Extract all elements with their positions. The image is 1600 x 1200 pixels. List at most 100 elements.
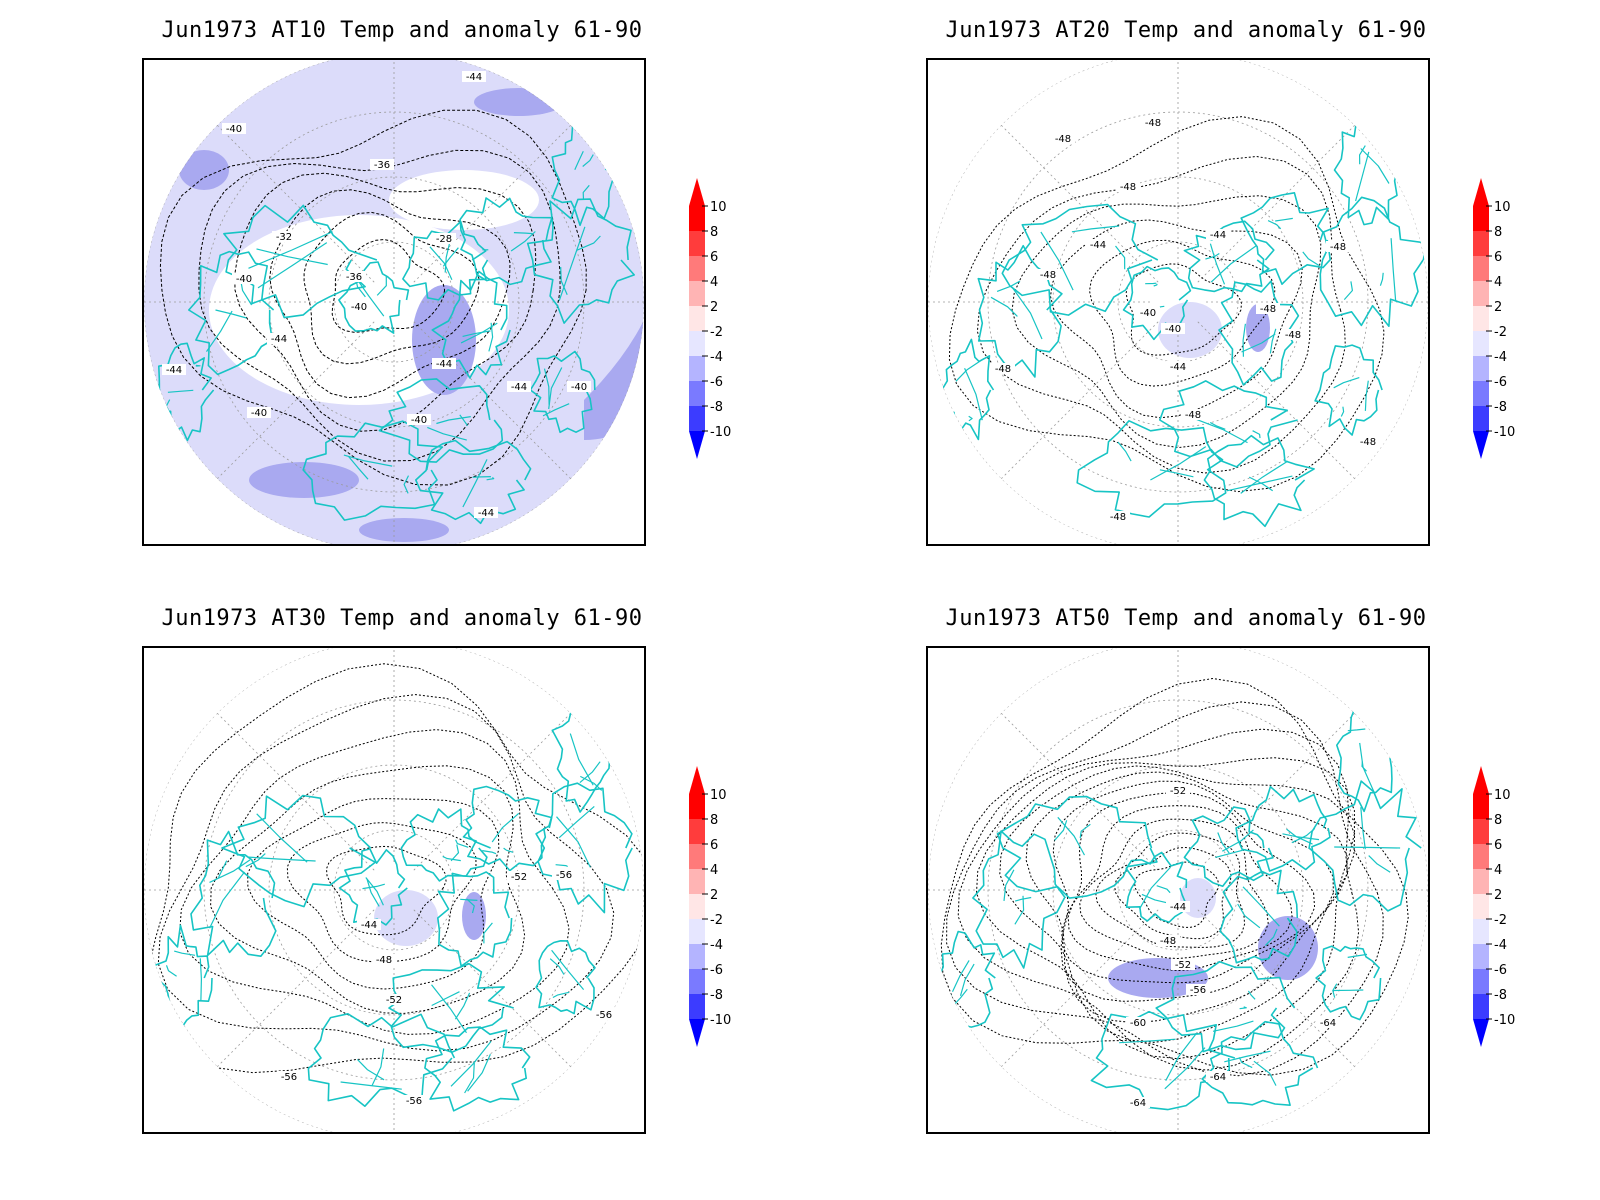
- border-line: [1334, 846, 1401, 849]
- colorbar-label: 4: [1494, 275, 1502, 290]
- colorbar-label: -8: [1494, 988, 1507, 1003]
- coastline: [378, 378, 504, 463]
- colorbar-segment: [1473, 306, 1489, 331]
- contour-label: -52: [386, 995, 402, 1006]
- contour-label: -52: [1175, 960, 1191, 971]
- anomaly-negative-area: [359, 518, 449, 542]
- border-line: [165, 965, 177, 977]
- contour-line: [286, 822, 477, 963]
- colorbar-label: 6: [1494, 838, 1502, 853]
- colorbar-label: 8: [1494, 813, 1502, 828]
- border-line: [488, 322, 494, 352]
- colorbar-segment: [689, 944, 705, 969]
- contour-label: -36: [346, 272, 362, 283]
- colorbar-label: 8: [710, 225, 718, 240]
- colorbar-label: 2: [1494, 300, 1502, 315]
- contour-label-bg: [1051, 133, 1075, 144]
- contour-label: -40: [226, 124, 242, 135]
- contour-label: -36: [374, 160, 390, 171]
- coastline: [1240, 192, 1331, 285]
- border-line: [1333, 377, 1360, 389]
- colorbar: 10 8 6 4 2 -2 -4 -6 -8 -10: [1473, 178, 1515, 459]
- contour-label-bg: [474, 507, 498, 518]
- coastline: [1159, 380, 1298, 468]
- colorbar-label: 8: [1494, 225, 1502, 240]
- anomaly-negative-area: [374, 890, 438, 946]
- border-line: [1139, 866, 1172, 910]
- border-line: [1252, 430, 1261, 439]
- colorbar-segment: [1473, 206, 1489, 231]
- contour-label: -64: [1320, 1018, 1336, 1029]
- contour-label-bg: [1141, 117, 1165, 128]
- contour-label: -44: [1090, 240, 1106, 251]
- colorbar-label: -4: [710, 938, 723, 953]
- border-line: [1119, 1038, 1176, 1044]
- contour-label: -56: [281, 1072, 297, 1083]
- contour-label: -52: [1170, 786, 1186, 797]
- contour-line: [1134, 861, 1220, 929]
- border-line: [1217, 832, 1230, 854]
- border-line: [340, 1081, 402, 1090]
- border-line: [1379, 272, 1384, 286]
- border-line: [1159, 305, 1165, 308]
- border-line: [996, 280, 1021, 292]
- border-line: [1347, 728, 1366, 732]
- contour-label-bg: [382, 994, 406, 1005]
- contour-label-bg: [1206, 229, 1230, 240]
- border-line: [348, 456, 369, 480]
- border-line: [436, 416, 471, 425]
- colorbar-label: 10: [1494, 200, 1511, 215]
- border-line: [444, 242, 451, 273]
- temperature-contours: [940, 677, 1409, 1077]
- contour-line: [1079, 818, 1269, 960]
- contour-label-bg: [1206, 1071, 1230, 1082]
- contour-label-bg: [1036, 269, 1060, 280]
- contour-line: [1067, 805, 1293, 972]
- colorbar-label: 6: [1494, 250, 1502, 265]
- colorbar-segment: [1473, 919, 1489, 944]
- border-line: [551, 949, 585, 990]
- colorbar-segment: [689, 919, 705, 944]
- coastline: [1001, 203, 1159, 316]
- border-line: [209, 859, 251, 883]
- contour-label-bg: [357, 919, 381, 930]
- colorbar-segment: [1473, 969, 1489, 994]
- border-line: [450, 1041, 492, 1087]
- colorbar-segment: [689, 331, 705, 356]
- colorbar-label: -6: [710, 375, 723, 390]
- map-frame: -44 -40 -36 -32 -28 -36 -40 -44 -40 -44 -40 -44 -40 -…: [142, 58, 646, 546]
- border-line: [1057, 816, 1086, 856]
- colorbar-segment: [689, 231, 705, 256]
- coastline: [1201, 1020, 1319, 1106]
- border-line: [582, 154, 594, 167]
- border-line: [556, 816, 591, 868]
- colorbar-cap-top: [689, 766, 705, 794]
- border-line: [206, 310, 233, 352]
- contour-label: -44: [271, 334, 287, 345]
- border-line: [466, 898, 475, 914]
- contour-line: [1061, 791, 1316, 984]
- anomaly-neutral-area: [389, 170, 539, 230]
- contour-line: [999, 765, 1356, 1043]
- contour-labels: -48 -48 -48 -44 -44 -48 -40 -40 -44 -48 -48 -48 -48 -…: [991, 117, 1380, 523]
- map-frame: -48 -48 -48 -44 -44 -48 -40 -40 -44 -48 -48 -48 -48 -…: [926, 58, 1430, 546]
- border-line: [365, 877, 384, 906]
- border-line: [427, 426, 467, 441]
- border-line: [1360, 807, 1366, 850]
- contour-label: -56: [406, 1096, 422, 1107]
- border-line: [1117, 441, 1132, 462]
- graticule: [144, 60, 644, 544]
- contour-label: -48: [1055, 134, 1071, 145]
- border-line: [1209, 421, 1226, 430]
- map-frame: -52 -44 -48 -52 -56 -60 -64 -64 -64: [926, 646, 1430, 1134]
- border-line: [1286, 828, 1313, 845]
- contour-line: [1088, 239, 1276, 387]
- border-line: [442, 855, 461, 862]
- contour-label-bg: [1356, 436, 1380, 447]
- contour-line: [331, 238, 446, 333]
- contour-label-bg: [1281, 329, 1305, 340]
- colorbar: 10 8 6 4 2 -2 -4 -6 -8 -10: [689, 766, 731, 1047]
- contour-label-bg: [247, 407, 271, 418]
- coastline: [1219, 869, 1299, 964]
- contour-label: -48: [1360, 437, 1376, 448]
